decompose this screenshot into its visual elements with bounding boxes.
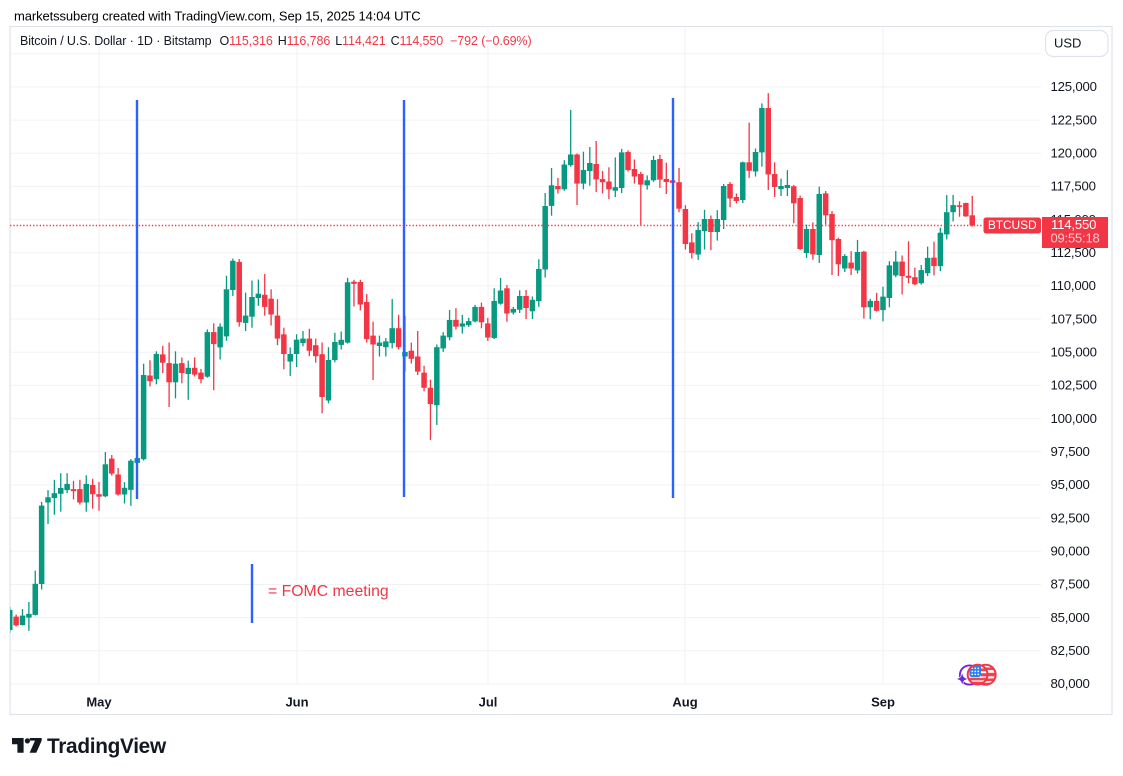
svg-text:100,000: 100,000 — [1051, 411, 1097, 426]
svg-text:Sep: Sep — [871, 695, 895, 710]
svg-text:90,000: 90,000 — [1051, 544, 1090, 559]
svg-text:95,000: 95,000 — [1051, 477, 1090, 492]
svg-text:82,500: 82,500 — [1051, 643, 1090, 658]
svg-text:Jul: Jul — [479, 695, 498, 710]
svg-text:85,000: 85,000 — [1051, 610, 1090, 625]
svg-text:TradingView: TradingView — [47, 735, 167, 758]
svg-text:09:55:18: 09:55:18 — [1051, 231, 1100, 246]
svg-text:117,500: 117,500 — [1051, 179, 1096, 194]
svg-text:Jun: Jun — [285, 695, 308, 710]
svg-text:114,550: 114,550 — [1051, 217, 1096, 232]
svg-text:marketssuberg created with Tra: marketssuberg created with TradingView.c… — [14, 9, 421, 24]
svg-text:USD: USD — [1054, 36, 1081, 51]
svg-text:= FOMC meeting: = FOMC meeting — [268, 583, 389, 600]
svg-text:BTCUSD: BTCUSD — [988, 218, 1037, 232]
svg-text:110,000: 110,000 — [1051, 278, 1096, 293]
svg-text:80,000: 80,000 — [1051, 676, 1090, 691]
svg-text:97,500: 97,500 — [1051, 444, 1090, 459]
svg-text:102,500: 102,500 — [1051, 378, 1097, 393]
svg-text:107,500: 107,500 — [1051, 311, 1097, 326]
svg-text:120,000: 120,000 — [1051, 145, 1097, 160]
svg-text:105,000: 105,000 — [1051, 345, 1097, 360]
svg-text:112,500: 112,500 — [1051, 245, 1096, 260]
svg-text:125,000: 125,000 — [1051, 79, 1097, 94]
svg-text:87,500: 87,500 — [1051, 577, 1090, 592]
svg-text:92,500: 92,500 — [1051, 510, 1090, 525]
svg-text:122,500: 122,500 — [1051, 112, 1097, 127]
svg-text:Aug: Aug — [672, 695, 697, 710]
svg-text:May: May — [86, 695, 112, 710]
